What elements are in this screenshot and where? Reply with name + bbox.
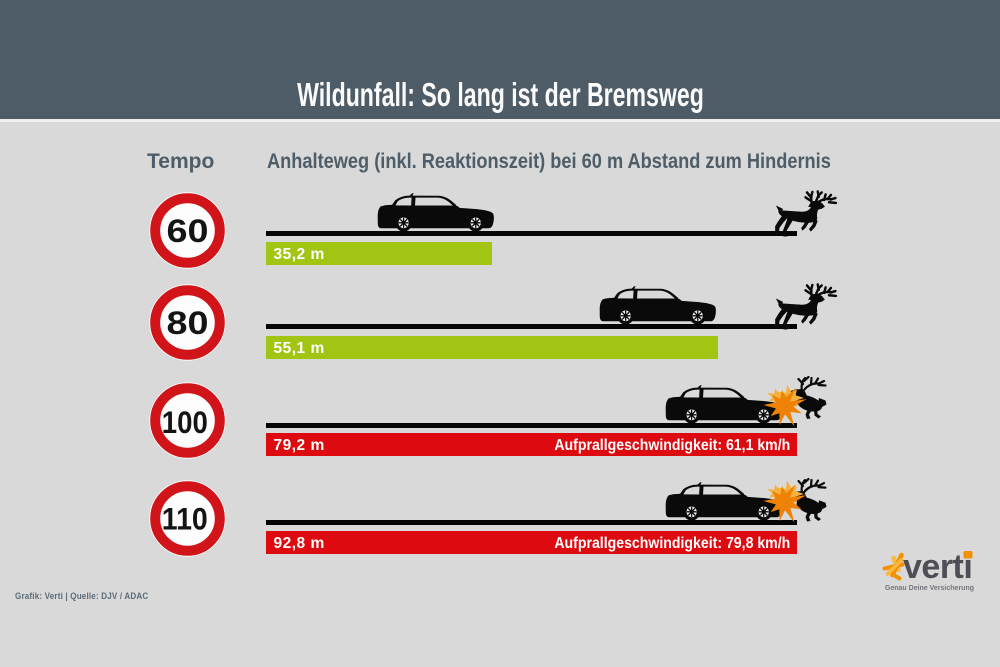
svg-text:110: 110 [162,501,208,537]
svg-text:100: 100 [162,404,208,440]
svg-text:Genau Deine Versicherung: Genau Deine Versicherung [885,585,974,592]
svg-text:vertı: vertı [903,548,972,586]
svg-text:60: 60 [167,213,209,249]
svg-text:80: 80 [167,305,209,341]
